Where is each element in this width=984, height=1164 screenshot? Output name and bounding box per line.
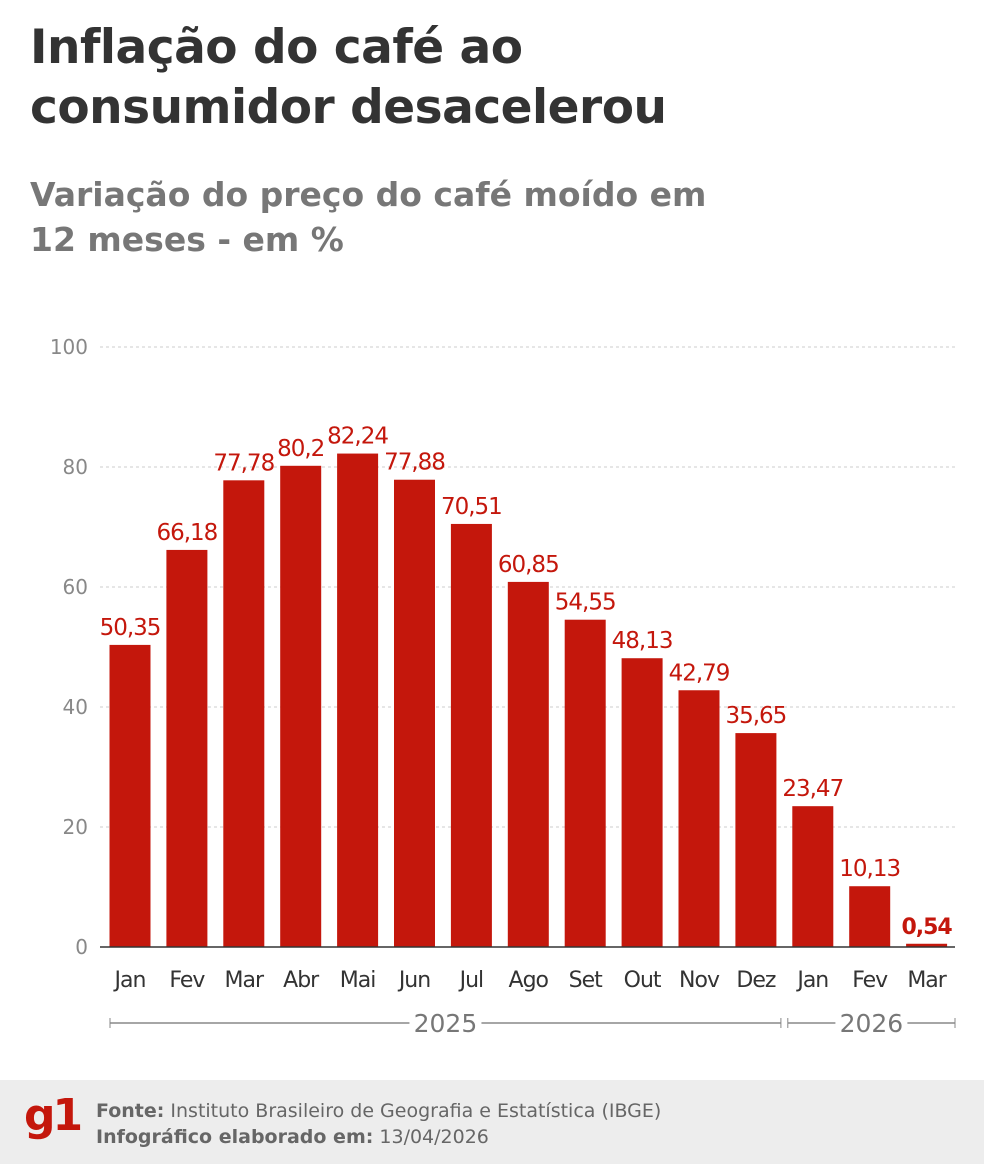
data-label: 42,79	[669, 660, 730, 686]
date-text: 13/04/2026	[379, 1126, 489, 1148]
source-text: Instituto Brasileiro de Geografia e Esta…	[170, 1100, 662, 1122]
bar	[507, 581, 549, 947]
x-tick-label: Fev	[169, 968, 205, 993]
x-tick-label: Mai	[340, 968, 376, 993]
bar	[223, 480, 265, 947]
x-tick-label: Out	[624, 968, 662, 993]
x-tick-label: Mar	[907, 968, 947, 993]
data-label: 50,35	[100, 615, 161, 641]
bar	[109, 644, 151, 947]
data-label: 70,51	[441, 494, 502, 520]
bar	[792, 806, 834, 947]
bar	[564, 619, 606, 947]
bar	[735, 733, 777, 947]
bar	[906, 943, 948, 947]
data-label: 0,54	[901, 915, 952, 940]
data-label: 10,13	[839, 856, 900, 882]
x-tick-label: Dez	[736, 968, 775, 993]
chart-subtitle: Variação do preço do café moído em 12 me…	[30, 175, 707, 259]
x-tick-label: Jan	[795, 968, 828, 993]
data-label: 80,2	[277, 436, 324, 462]
y-tick-label: 80	[63, 455, 88, 479]
y-tick-label: 20	[63, 815, 88, 839]
bar	[337, 453, 379, 947]
x-tick-label: Fev	[852, 968, 888, 993]
data-label: 54,55	[555, 590, 616, 616]
x-tick-label: Nov	[679, 968, 720, 993]
bar	[166, 549, 208, 947]
bar-chart: 0 20 40 60 80 100 50,35 Jan 66,18 Fev 77,78 Mar 80,2…	[50, 335, 956, 1038]
year-label: 2025	[414, 1009, 478, 1038]
g1-logo: g1	[24, 1090, 83, 1141]
data-label: 35,65	[725, 703, 786, 729]
footer: g1 Fonte: Instituto Brasileiro de Geogra…	[0, 1080, 984, 1164]
date-label: Infográfico elaborado em:	[96, 1126, 374, 1148]
bar	[849, 886, 891, 947]
data-label: 60,85	[498, 552, 559, 578]
data-label: 66,18	[156, 520, 217, 546]
y-tick-label: 40	[63, 695, 88, 719]
y-tick-label: 100	[50, 335, 88, 359]
x-tick-label: Abr	[283, 968, 320, 993]
chart-title: Inflação do café ao consumidor desaceler…	[30, 20, 667, 135]
bar	[280, 465, 322, 947]
data-label: 48,13	[612, 628, 673, 654]
bar	[450, 523, 492, 947]
x-tick-label: Ago	[509, 968, 549, 993]
y-tick-label: 60	[63, 575, 88, 599]
x-tick-label: Jan	[113, 968, 146, 993]
x-tick-label: Set	[569, 968, 604, 993]
x-tick-label: Jul	[458, 968, 484, 993]
bar	[621, 658, 663, 947]
source-label: Fonte:	[96, 1100, 165, 1122]
data-label: 77,78	[213, 450, 274, 476]
x-tick-label: Mar	[225, 968, 265, 993]
data-label: 77,88	[384, 450, 445, 476]
y-tick-label: 0	[75, 935, 88, 959]
source-line: Fonte: Instituto Brasileiro de Geografia…	[96, 1100, 661, 1122]
bar	[394, 479, 435, 947]
date-line: Infográfico elaborado em: 13/04/2026	[96, 1126, 489, 1148]
x-tick-label: Jun	[397, 968, 430, 993]
data-label: 82,24	[327, 424, 388, 450]
data-label: 23,47	[782, 776, 843, 802]
year-label: 2026	[840, 1009, 904, 1038]
bar	[678, 690, 720, 947]
